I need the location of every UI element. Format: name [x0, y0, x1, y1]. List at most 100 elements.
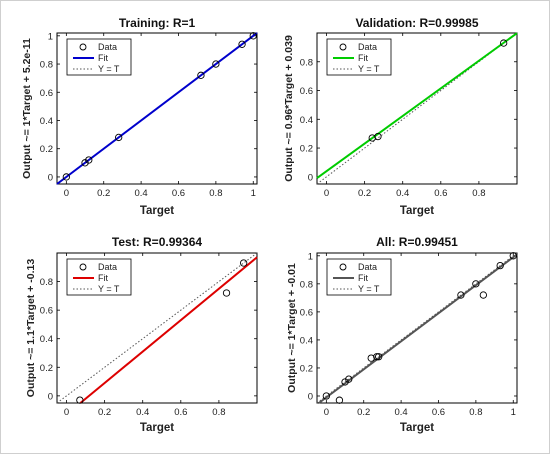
- data-point: [374, 132, 382, 141]
- data-point: [345, 375, 353, 383]
- panel-all: All: R=0.99451 0 0.2 0.4 0.6 0.8 100.20.40.60…: [286, 235, 518, 434]
- point-group: [76, 259, 248, 404]
- data-point: [115, 133, 123, 142]
- x-tick-label: 0.8: [472, 188, 485, 199]
- x-tick-label: 0.6: [434, 188, 447, 199]
- data-point: [222, 289, 231, 297]
- line-group: [316, 32, 518, 185]
- data-point: [500, 39, 508, 47]
- x-tick-label: 0.4: [135, 188, 148, 199]
- data-point: [367, 354, 375, 362]
- y-tick-label: 1: [308, 251, 313, 262]
- data-point: [472, 280, 480, 288]
- y-tick-label: 0: [308, 391, 313, 402]
- x-axis-title: Target: [400, 205, 434, 217]
- legend-label-identity: Y = T: [358, 64, 380, 74]
- y-tick-label: 1: [48, 31, 53, 42]
- data-point: [249, 32, 257, 40]
- chart-title: All: R=0.99451: [376, 235, 458, 249]
- data-point: [240, 259, 248, 267]
- legend-marker-data: [79, 43, 87, 51]
- x-tick-label: 0.4: [396, 188, 409, 199]
- data-point: [373, 353, 381, 361]
- x-tick-label: 0.4: [395, 407, 408, 418]
- y-tick-label: 0.6: [300, 86, 313, 97]
- y-tick-label: 0.6: [300, 307, 313, 318]
- x-tick-label: 0: [324, 188, 329, 199]
- y-axis-title: Output ~= 1*Target + 5.2e-11: [21, 38, 33, 179]
- y-tick-label: 0.2: [40, 363, 53, 374]
- x-axis-title: Target: [400, 422, 434, 434]
- y-tick-label: 0: [48, 172, 53, 183]
- x-tick-label: 0.2: [358, 188, 371, 199]
- tick-group: 0 0.2 0.4 0.6 0.8 0 0.2 0.4 0.6 0.8: [300, 33, 517, 199]
- y-axis-title: Output ~= 0.96*Target + 0.039: [283, 35, 295, 182]
- data-point: [76, 396, 84, 404]
- y-tick-label: 0.8: [40, 277, 53, 288]
- data-point: [457, 291, 465, 299]
- x-tick-label: 0: [64, 188, 69, 199]
- data-point: [62, 173, 70, 181]
- y-tick-label: 0.8: [300, 279, 313, 290]
- y-tick-label: 0.4: [300, 115, 313, 126]
- data-point: [479, 291, 488, 299]
- x-tick-label: 0.6: [432, 407, 445, 418]
- legend-label-fit: Fit: [358, 53, 368, 63]
- data-point: [335, 396, 344, 404]
- data-point: [238, 40, 246, 48]
- legend-marker-data: [339, 263, 347, 271]
- x-tick-label: 0: [324, 407, 329, 418]
- x-axis-title: Target: [140, 422, 174, 434]
- y-axis-title: Output ~= 1*Target + -0.01: [286, 263, 298, 393]
- legend-label-fit: Fit: [98, 273, 108, 283]
- x-tick-label: 0.6: [174, 407, 187, 418]
- x-tick-label: 0.8: [209, 188, 222, 199]
- x-tick-label: 1: [251, 188, 256, 199]
- fit-line: [316, 32, 518, 179]
- y-tick-label: 0.4: [300, 335, 313, 346]
- line-group: [56, 32, 258, 185]
- data-point: [509, 252, 517, 260]
- y-tick-label: 0.2: [300, 144, 313, 155]
- y-axis-title: Output ~= 1.1*Target + -0.13: [25, 259, 37, 398]
- y-tick-label: 0.4: [40, 334, 53, 345]
- chart-title: Training: R=1: [119, 16, 196, 30]
- x-tick-label: 0.8: [469, 407, 482, 418]
- point-group: [322, 252, 517, 404]
- legend-label-data: Data: [98, 42, 117, 52]
- fit-line: [79, 256, 258, 404]
- x-tick-label: 0: [64, 407, 69, 418]
- legend-marker-data: [339, 43, 347, 51]
- y-tick-label: 0.2: [300, 363, 313, 374]
- tick-group: 0 0.2 0.4 0.6 0.8 0 0.2 0.4 0.6 0.8: [40, 253, 257, 418]
- y-tick-label: 0.4: [40, 116, 53, 127]
- y-tick-label: 0.8: [40, 60, 53, 71]
- legend-label-data: Data: [358, 262, 377, 272]
- legend-label-fit: Fit: [358, 273, 368, 283]
- point-group: [368, 39, 508, 142]
- fit-line: [56, 32, 258, 185]
- legend-label-data: Data: [358, 42, 377, 52]
- data-point: [85, 156, 93, 164]
- tick-group: 0 0.2 0.4 0.6 0.8 1 0 0.2 0.4 0.6 0.8 1: [300, 251, 517, 418]
- data-point: [322, 392, 330, 400]
- y-tick-label: 0.2: [40, 144, 53, 155]
- legend-label-identity: Y = T: [358, 284, 380, 294]
- y-tick-label: 0.6: [40, 88, 53, 99]
- y-tick-label: 0: [308, 172, 313, 183]
- legend-label-identity: Y = T: [98, 64, 120, 74]
- legend-label-fit: Fit: [98, 53, 108, 63]
- legend-marker-data: [79, 263, 87, 271]
- legend-label-data: Data: [98, 262, 117, 272]
- data-point: [197, 71, 205, 79]
- data-point: [375, 353, 383, 361]
- x-tick-label: 0.8: [212, 407, 225, 418]
- y-tick-label: 0: [48, 391, 53, 402]
- point-group: [62, 32, 257, 181]
- data-point: [212, 60, 220, 68]
